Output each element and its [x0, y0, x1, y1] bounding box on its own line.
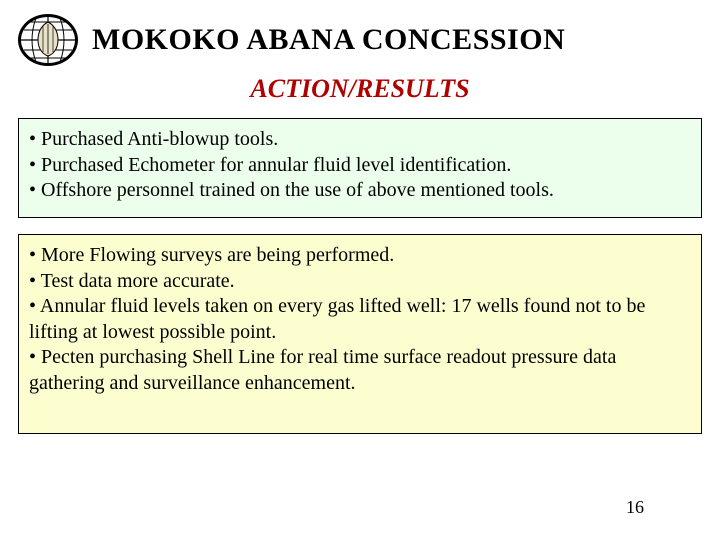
list-item: • Purchased Anti-blowup tools.: [29, 127, 691, 153]
actions-box: • Purchased Anti-blowup tools. • Purchas…: [18, 118, 702, 218]
result-item-text: Annular fluid levels taken on every gas …: [29, 295, 645, 343]
list-item: • Offshore personnel trained on the use …: [29, 178, 691, 204]
list-item: • Annular fluid levels taken on every ga…: [29, 294, 691, 345]
result-item-text: More Flowing surveys are being performed…: [41, 244, 394, 266]
page-subtitle: ACTION/RESULTS: [0, 74, 720, 104]
globe-shell-icon: [16, 12, 80, 68]
page-title: MOKOKO ABANA CONCESSION: [92, 23, 565, 57]
action-item-text: Purchased Echometer for annular fluid le…: [41, 154, 511, 176]
header: MOKOKO ABANA CONCESSION: [0, 0, 720, 72]
action-item-text: Purchased Anti-blowup tools.: [41, 128, 278, 150]
result-item-text: Test data more accurate.: [41, 270, 235, 292]
result-item-text: Pecten purchasing Shell Line for real ti…: [29, 346, 616, 394]
results-box: • More Flowing surveys are being perform…: [18, 234, 702, 434]
list-item: • Test data more accurate.: [29, 269, 691, 295]
page-number: 16: [626, 497, 644, 518]
list-item: • Pecten purchasing Shell Line for real …: [29, 345, 691, 396]
list-item: • Purchased Echometer for annular fluid …: [29, 153, 691, 179]
action-item-text: Offshore personnel trained on the use of…: [41, 179, 554, 201]
list-item: • More Flowing surveys are being perform…: [29, 243, 691, 269]
